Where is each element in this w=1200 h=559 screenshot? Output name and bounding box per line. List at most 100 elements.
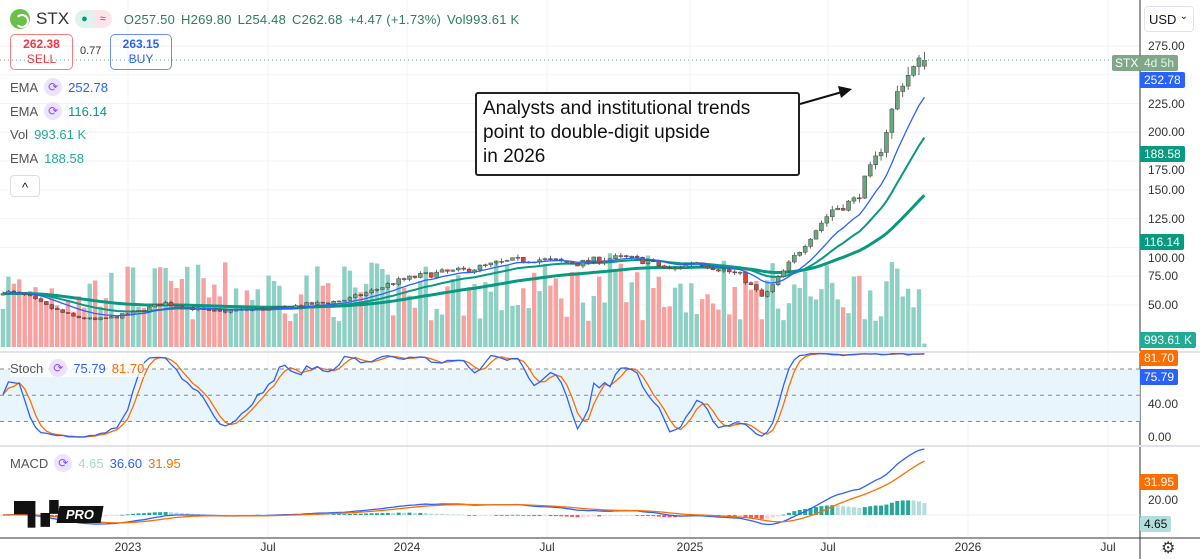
- candle-body: [596, 256, 602, 264]
- candle-body: [33, 295, 38, 299]
- candle-body: [672, 267, 678, 270]
- volume-bar: [504, 265, 510, 347]
- candle-body: [11, 290, 17, 293]
- candle-body: [477, 264, 483, 271]
- volume-bar: [331, 317, 336, 347]
- sell-button[interactable]: 262.38 SELL: [10, 34, 73, 70]
- annotation-callout[interactable]: Analysts and institutional trends point t…: [475, 92, 800, 176]
- candle-body: [428, 272, 434, 278]
- volume-bar: [38, 301, 44, 347]
- macd-histogram-bar: [337, 514, 342, 515]
- candle-body: [792, 255, 797, 263]
- macd-histogram-bar: [808, 508, 813, 515]
- time-tick: 2023: [114, 540, 142, 554]
- volume-bar: [862, 319, 867, 347]
- candle-body: [862, 175, 868, 199]
- volume-bar: [174, 287, 179, 347]
- refresh-icon[interactable]: ⟳: [49, 359, 68, 377]
- refresh-icon[interactable]: ⟳: [44, 102, 63, 120]
- candle-body: [60, 309, 65, 313]
- time-tick: Jul: [820, 540, 836, 554]
- macd-histogram-bar: [645, 515, 650, 517]
- macd-legend[interactable]: MACD ⟳ 4.65 36.60 31.95: [10, 454, 181, 472]
- volume-bar: [640, 320, 645, 347]
- macd-histogram-bar: [618, 515, 623, 516]
- candle-body: [911, 66, 916, 76]
- volume-bar: [277, 285, 282, 347]
- macd-histogram-bar: [835, 505, 840, 515]
- candle-body: [439, 269, 445, 273]
- volume-bar: [602, 302, 607, 347]
- volume-bar: [754, 280, 759, 347]
- macd-histogram-bar: [580, 515, 585, 517]
- volume-bar: [185, 266, 190, 347]
- ema-legend-1[interactable]: EMA ⟳ 252.78: [10, 78, 108, 96]
- macd-histogram-bar: [748, 515, 753, 518]
- macd-histogram-bar: [602, 515, 607, 517]
- settings-gear-icon[interactable]: ⚙: [1161, 540, 1176, 557]
- market-status[interactable]: ● ≈: [75, 10, 112, 28]
- volume-bar: [147, 307, 152, 347]
- macd-histogram-bar: [494, 514, 499, 516]
- macd-histogram-bar: [548, 515, 553, 517]
- buy-button[interactable]: 263.15 BUY: [110, 34, 172, 70]
- macd-histogram-bar: [906, 500, 911, 515]
- volume-bar: [304, 275, 309, 347]
- symbol-legend[interactable]: STX ● ≈ O257.50 H269.80 L254.48 C262.68 +…: [10, 9, 519, 29]
- macd-histogram-bar: [141, 513, 146, 515]
- macd-histogram-bar: [575, 515, 580, 518]
- volume-bar: [260, 307, 266, 347]
- volume-bar: [212, 284, 217, 347]
- refresh-icon[interactable]: ⟳: [44, 78, 63, 96]
- volume-bar: [597, 276, 602, 347]
- candle-body: [407, 275, 412, 280]
- candle-body: [38, 298, 44, 302]
- candle-body: [136, 310, 141, 312]
- macd-histogram-bar: [515, 514, 520, 516]
- candle-body: [640, 257, 645, 264]
- volume-bar: [363, 283, 369, 347]
- macd-histogram-bar: [895, 500, 900, 515]
- price-tick: 175.00: [1148, 163, 1185, 177]
- macd-histogram-bar: [759, 515, 764, 519]
- volume-bar: [22, 293, 27, 347]
- candle-body: [499, 261, 504, 263]
- candle-body: [304, 302, 309, 307]
- macd-histogram-bar: [770, 515, 775, 518]
- annotation-arrow: [799, 91, 843, 105]
- candle-body: [732, 271, 737, 274]
- ema-legend-2[interactable]: EMA ⟳ 116.14: [10, 102, 107, 120]
- volume-bar: [326, 283, 331, 347]
- candle-body: [163, 302, 168, 306]
- candle-body: [645, 260, 651, 264]
- volume-bar: [380, 268, 385, 347]
- ema1-badge: 252.78: [1140, 72, 1185, 88]
- volume-bar: [179, 279, 185, 347]
- price-tick: 200.00: [1148, 125, 1185, 140]
- stoch-legend[interactable]: Stoch ⟳ 75.79 81.70: [10, 359, 145, 377]
- volume-legend[interactable]: Vol 993.61 K: [10, 127, 86, 142]
- macd-histogram-bar: [797, 510, 802, 515]
- macd-histogram-bar: [114, 515, 119, 516]
- candle-body: [347, 297, 353, 301]
- volume-bar: [651, 288, 656, 347]
- candle-body: [217, 310, 223, 312]
- candle-body: [385, 283, 391, 288]
- volume-bar: [114, 316, 120, 347]
- macd-histogram-bar: [879, 505, 884, 515]
- collapse-legend-button[interactable]: ^: [10, 175, 40, 197]
- currency-select[interactable]: USD ⌄: [1144, 6, 1194, 32]
- ema-legend-3[interactable]: EMA 188.58: [10, 151, 84, 166]
- stoch-label: Stoch: [10, 360, 44, 376]
- candle-body: [710, 267, 716, 270]
- macd-histogram-bar: [456, 514, 461, 516]
- price-tick: 100.00: [1148, 251, 1185, 265]
- candle-body: [157, 304, 163, 306]
- candle-body: [282, 306, 288, 308]
- macd-histogram-bar: [342, 514, 347, 515]
- time-tick: Jul: [260, 540, 276, 554]
- refresh-icon[interactable]: ⟳: [54, 454, 73, 472]
- candle-body: [857, 197, 862, 200]
- volume-bar: [385, 274, 391, 347]
